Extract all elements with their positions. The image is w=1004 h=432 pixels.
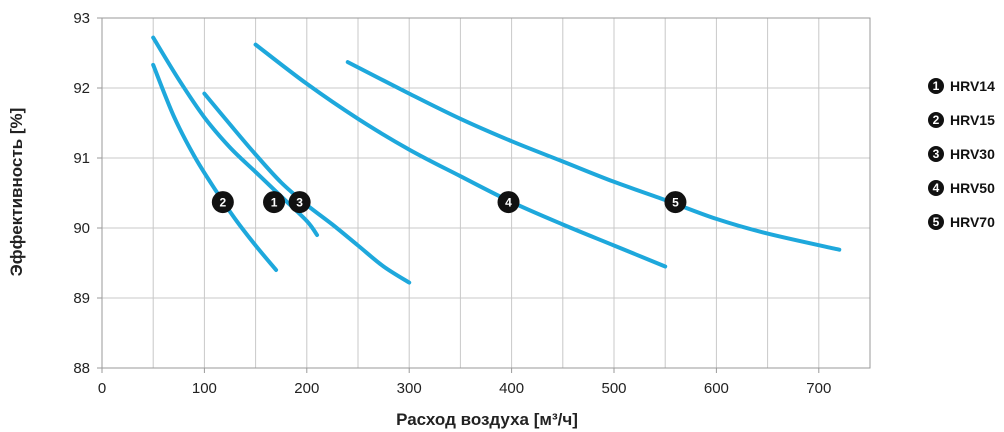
y-tick-label: 89 xyxy=(73,290,90,307)
marker-number: 3 xyxy=(296,196,303,210)
x-tick-label: 500 xyxy=(601,380,626,397)
x-tick-label: 400 xyxy=(499,380,524,397)
legend-item-hrv30: 3 HRV30 xyxy=(928,146,995,162)
legend-marker-circle xyxy=(928,146,944,162)
marker-number: 1 xyxy=(271,196,278,210)
y-axis-title: Эффективность [%] xyxy=(7,108,26,277)
series-marker-hrv70: 5 xyxy=(664,191,687,214)
x-tick-label: 600 xyxy=(704,380,729,397)
axes: 0 100 200 300 400 500 600 700 88 89 90 91 92 93 xyxy=(73,10,871,397)
legend-label: HRV50 xyxy=(950,180,995,196)
series-line-hrv15 xyxy=(151,62,279,272)
marker-circle xyxy=(664,191,687,214)
legend-item-hrv15: 2 HRV15 xyxy=(928,112,995,128)
legend-marker-circle xyxy=(928,112,944,128)
series-marker-hrv14: 1 xyxy=(263,191,286,214)
legend-label: HRV30 xyxy=(950,146,995,162)
plot-border xyxy=(101,17,871,369)
y-tick-label: 91 xyxy=(73,150,90,167)
legend-marker-number: 4 xyxy=(933,181,940,195)
series-line-hrv70 xyxy=(345,60,842,252)
legend-marker-number: 1 xyxy=(933,79,940,93)
legend-item-hrv14: 1 HRV14 xyxy=(928,78,995,94)
legend-marker-number: 3 xyxy=(933,147,940,161)
marker-circle xyxy=(288,191,311,214)
marker-circle xyxy=(211,191,234,214)
legend-marker-circle xyxy=(928,78,944,94)
legend-item-hrv70: 5 HRV70 xyxy=(928,214,995,230)
series-line-hrv14 xyxy=(151,35,320,237)
legend-label: HRV14 xyxy=(950,78,995,94)
x-tick-label: 100 xyxy=(192,380,217,397)
series-markers: 1 2 3 4 5 xyxy=(211,191,687,214)
series-line-hrv50 xyxy=(253,42,668,269)
series-marker-hrv30: 3 xyxy=(288,191,311,214)
series-marker-hrv15: 2 xyxy=(211,191,234,214)
y-tick-label: 90 xyxy=(73,220,90,237)
legend-marker-circle xyxy=(928,214,944,230)
x-tick-label: 300 xyxy=(397,380,422,397)
marker-number: 5 xyxy=(672,196,679,210)
legend-item-hrv50: 4 HRV50 xyxy=(928,180,995,196)
legend-label: HRV15 xyxy=(950,112,995,128)
legend-label: HRV70 xyxy=(950,214,995,230)
legend: 1 HRV14 2 HRV15 3 HRV30 4 HRV50 5 HRV70 xyxy=(928,78,995,230)
legend-marker-circle xyxy=(928,180,944,196)
series-lines xyxy=(151,35,842,285)
y-tick-label: 88 xyxy=(73,360,90,377)
x-axis-title: Расход воздуха [м³/ч] xyxy=(396,410,578,429)
y-tick-label: 92 xyxy=(73,80,90,97)
marker-circle xyxy=(497,191,520,214)
y-tick-label: 93 xyxy=(73,10,90,27)
marker-circle xyxy=(263,191,286,214)
legend-marker-number: 5 xyxy=(933,215,940,229)
x-tick-label: 700 xyxy=(806,380,831,397)
x-tick-label: 0 xyxy=(98,380,106,397)
series-marker-hrv50: 4 xyxy=(497,191,520,214)
legend-marker-number: 2 xyxy=(933,113,940,127)
marker-number: 2 xyxy=(219,196,226,210)
marker-number: 4 xyxy=(505,196,512,210)
x-tick-label: 200 xyxy=(294,380,319,397)
